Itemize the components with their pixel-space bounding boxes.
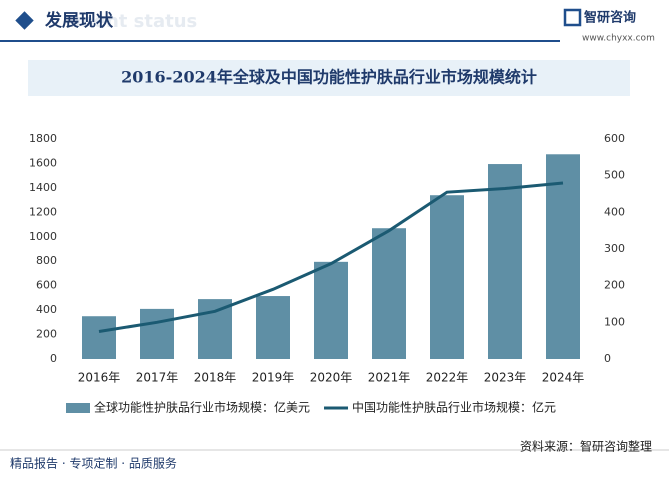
- header-icon: [15, 11, 34, 30]
- y2-tick-label: 600: [604, 132, 625, 145]
- bar: [314, 261, 348, 359]
- bar: [140, 308, 174, 359]
- x-tick-label: 2017年: [136, 371, 179, 385]
- x-tick-label: 2018年: [194, 371, 237, 385]
- y2-tick-label: 400: [604, 205, 625, 218]
- y2-tick-label: 0: [604, 352, 611, 365]
- x-tick-label: 2021年: [368, 371, 411, 385]
- y-tick-label: 200: [36, 328, 57, 341]
- brand-logo: [563, 8, 582, 27]
- y-tick-label: 600: [36, 279, 57, 292]
- y-tick-label: 1000: [29, 230, 57, 243]
- bar: [430, 195, 464, 359]
- y2-tick-label: 300: [604, 242, 625, 255]
- brand-name: 智研咨询: [584, 10, 636, 26]
- legend-swatch: [66, 403, 90, 413]
- header-watermark: ment status: [75, 11, 197, 32]
- y2-tick-label: 100: [604, 315, 625, 328]
- chart-title: 2016-2024年全球及中国功能性护肤品行业市场规模统计: [121, 68, 537, 87]
- y-tick-label: 0: [50, 352, 57, 365]
- x-tick-label: 2023年: [484, 371, 527, 385]
- y-tick-label: 1200: [29, 205, 57, 218]
- x-tick-label: 2022年: [426, 371, 469, 385]
- y-tick-label: 400: [36, 303, 57, 316]
- bar: [82, 316, 116, 359]
- bar: [198, 299, 232, 359]
- bar: [546, 154, 580, 359]
- y-tick-label: 1400: [29, 181, 57, 194]
- x-tick-label: 2019年: [252, 371, 295, 385]
- legend-label: 中国功能性护肤品行业市场规模：亿元: [352, 400, 556, 415]
- brand-url: www.chyxx.com: [582, 34, 655, 44]
- y2-tick-label: 500: [604, 169, 625, 182]
- legend-label: 全球功能性护肤品行业市场规模：亿美元: [94, 400, 310, 415]
- y-tick-label: 1600: [29, 156, 57, 169]
- source-note: 资料来源：智研咨询整理: [520, 439, 652, 454]
- header-rule: [0, 40, 560, 42]
- header-title: 发展现状: [44, 10, 114, 31]
- y-tick-label: 1800: [29, 132, 57, 145]
- y-tick-label: 800: [36, 254, 57, 267]
- bar: [372, 228, 406, 359]
- line: [98, 181, 564, 333]
- x-tick-label: 2016年: [78, 371, 121, 385]
- bar: [256, 296, 290, 359]
- footer-band: [0, 450, 669, 479]
- footer-slogan: 精品报告 · 专项定制 · 品质服务: [10, 456, 177, 471]
- title-band: [28, 60, 630, 96]
- x-tick-label: 2020年: [310, 371, 353, 385]
- y2-tick-label: 200: [604, 279, 625, 292]
- bar: [488, 164, 522, 359]
- x-tick-label: 2024年: [542, 371, 585, 385]
